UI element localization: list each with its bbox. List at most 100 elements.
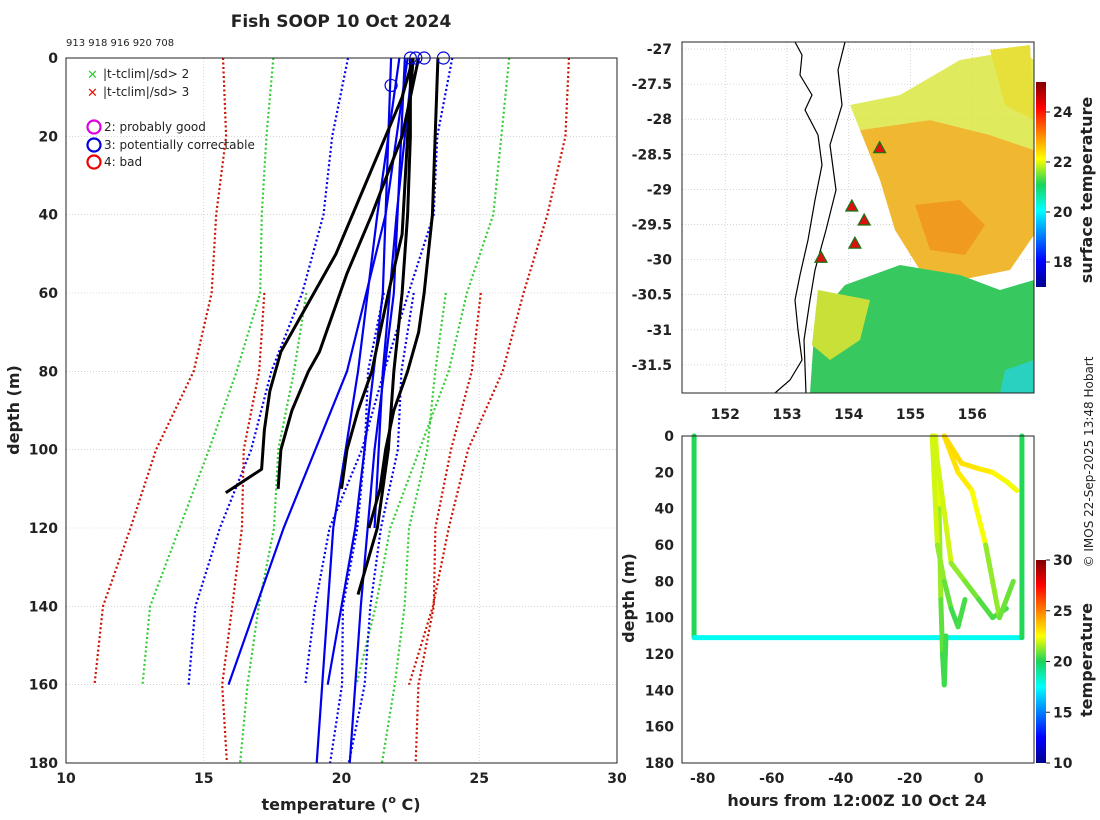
td-track-1-seg-4 — [941, 633, 949, 688]
td-ytick-140: 140 — [645, 683, 674, 699]
td-track-3-seg-3 — [976, 597, 996, 621]
clim-upper-2 — [187, 58, 350, 685]
surface-temperature-map: 152 153 154 155 156 -27 -27.5 -28 -28.5 -29 -29.5 -… — [632, 41, 1096, 423]
legend-flag3-label: 3: potentially correctable — [104, 138, 255, 152]
profile-ytick-0: 0 — [48, 51, 58, 67]
profile-ytick-80: 80 — [39, 364, 59, 380]
black-cast-1 — [276, 58, 421, 489]
map-ytick--29: -29 — [647, 182, 672, 198]
map-ytick--27.5: -27.5 — [632, 77, 672, 93]
sst-orange-region — [860, 120, 1034, 280]
legend-flag4-label: 4: bad — [104, 155, 142, 169]
map-ytick--27: -27 — [647, 42, 672, 58]
legend-cross-green-marker: ✕ — [87, 68, 98, 83]
td-track-5-seg-3 — [990, 469, 1009, 484]
profile-xtick-15: 15 — [194, 771, 213, 787]
td-track-3-seg-0 — [931, 433, 954, 566]
td-xtick--40: -40 — [828, 771, 854, 787]
map-cbar-tick-18: 18 — [1053, 255, 1072, 271]
td-track-5-seg-4 — [1003, 478, 1020, 493]
sst-cyan-patch — [1000, 360, 1034, 393]
drop-location-1 — [844, 198, 859, 212]
map-ytick--28: -28 — [647, 112, 672, 128]
map-xtick-155: 155 — [896, 407, 925, 423]
profile-xlabel: temperature (o C) — [261, 793, 420, 814]
sst-green-region — [810, 265, 1034, 393]
drop-location-0 — [872, 140, 887, 154]
td-cbar-tick-15: 15 — [1053, 705, 1072, 721]
td-cbar-tick-25: 25 — [1053, 604, 1072, 620]
profile-xtick-10: 10 — [56, 771, 76, 787]
profile-tick-labels: 10 15 20 25 30 0 20 40 60 80 100 120 140 160 180 — [29, 51, 627, 787]
map-cbar-tick-24: 24 — [1053, 105, 1073, 121]
profile-xlabel-post: C) — [396, 795, 421, 814]
blue-cast-1 — [315, 58, 401, 763]
profile-ytick-160: 160 — [29, 678, 58, 694]
profile-ytick-120: 120 — [29, 521, 58, 537]
cast-ids: 913 918 916 920 708 — [66, 38, 174, 49]
black-cast-0 — [224, 58, 415, 495]
map-colorbar-ticks: 18 20 22 24 — [1046, 105, 1073, 271]
td-ytick-120: 120 — [645, 647, 674, 663]
map-cbar-tick-22: 22 — [1053, 155, 1072, 171]
profile-black-casts — [224, 58, 440, 596]
td-track-1-seg-2 — [938, 597, 946, 657]
sst-deep-orange-patch — [915, 200, 985, 255]
td-xtick-0: 0 — [974, 771, 984, 787]
td-ytick-100: 100 — [645, 611, 674, 627]
time-depth-chart: -80 -60 -40 -20 0 0 20 40 60 80 100 120 140 160 180 ho… — [619, 429, 1096, 810]
profile-xlabel-pre: temperature ( — [261, 795, 388, 814]
black-cast-4 — [367, 58, 440, 529]
td-temperature-tracks — [691, 433, 1025, 688]
td-track-2-seg-2 — [941, 578, 954, 612]
clim-deep-1 — [238, 292, 308, 763]
td-ylabel: depth (m) — [619, 553, 638, 643]
coastline — [774, 42, 823, 393]
clim-upper-3 — [304, 58, 454, 685]
td-xtick--60: -60 — [759, 771, 785, 787]
black-cast-2 — [340, 58, 415, 490]
legend-flag3-marker — [86, 137, 102, 153]
td-track-5-seg-1 — [959, 460, 982, 472]
figure-title: Fish SOOP 10 Oct 2024 — [231, 12, 452, 32]
td-colorbar-label: temperature — [1077, 603, 1096, 717]
clim-deep-5 — [414, 292, 482, 763]
clim-upper-4 — [355, 58, 511, 685]
credit-text: © IMOS 22-Sep-2025 13:48 Hobart — [1082, 356, 1096, 567]
td-track-3-seg-2 — [962, 578, 982, 602]
td-ytick-160: 160 — [645, 720, 674, 736]
td-cbar-tick-10: 10 — [1053, 756, 1073, 772]
profile-xtick-30: 30 — [607, 771, 627, 787]
td-track-4-seg-3 — [983, 542, 1002, 621]
map-sst-field — [810, 45, 1034, 393]
legend-flag2-label: 2: probably good — [104, 120, 206, 134]
td-tick-labels: -80 -60 -40 -20 0 0 20 40 60 80 100 120 140 160 180 — [645, 429, 984, 787]
profile-climatology-lines — [93, 58, 571, 763]
legend-flag2-marker — [86, 119, 102, 135]
legend-cross-green-label: |t-tclim|/sd> 2 — [103, 67, 189, 81]
map-axes-box — [681, 41, 1035, 394]
td-axes-box — [681, 435, 1035, 764]
td-track-4-seg-1 — [955, 469, 975, 493]
black-cast-3 — [356, 58, 412, 596]
map-ytick--30: -30 — [647, 253, 673, 269]
td-track-5-seg-0 — [941, 433, 965, 466]
sst-coastal-yellow — [812, 290, 870, 360]
td-ytick-60: 60 — [655, 538, 675, 554]
profile-xtick-20: 20 — [332, 771, 352, 787]
td-ytick-80: 80 — [655, 574, 675, 590]
legend-cross-red-label: |t-tclim|/sd> 3 — [103, 85, 189, 99]
profile-ytick-60: 60 — [39, 286, 59, 302]
profile-ylabel: depth (m) — [4, 365, 23, 455]
map-ytick--29.5: -29.5 — [632, 218, 672, 234]
td-colorbar — [1036, 560, 1046, 763]
td-track-2-seg-1 — [934, 542, 947, 584]
td-colorbar-ticks: 10 15 20 25 30 — [1046, 553, 1073, 772]
td-track-2-seg-4 — [955, 597, 968, 630]
map-xtick-154: 154 — [834, 407, 863, 423]
clim-upper-0 — [93, 58, 228, 685]
profile-xlabel-deg: o — [388, 793, 396, 806]
map-xtick-153: 153 — [772, 407, 801, 423]
td-ytick-180: 180 — [645, 756, 674, 772]
